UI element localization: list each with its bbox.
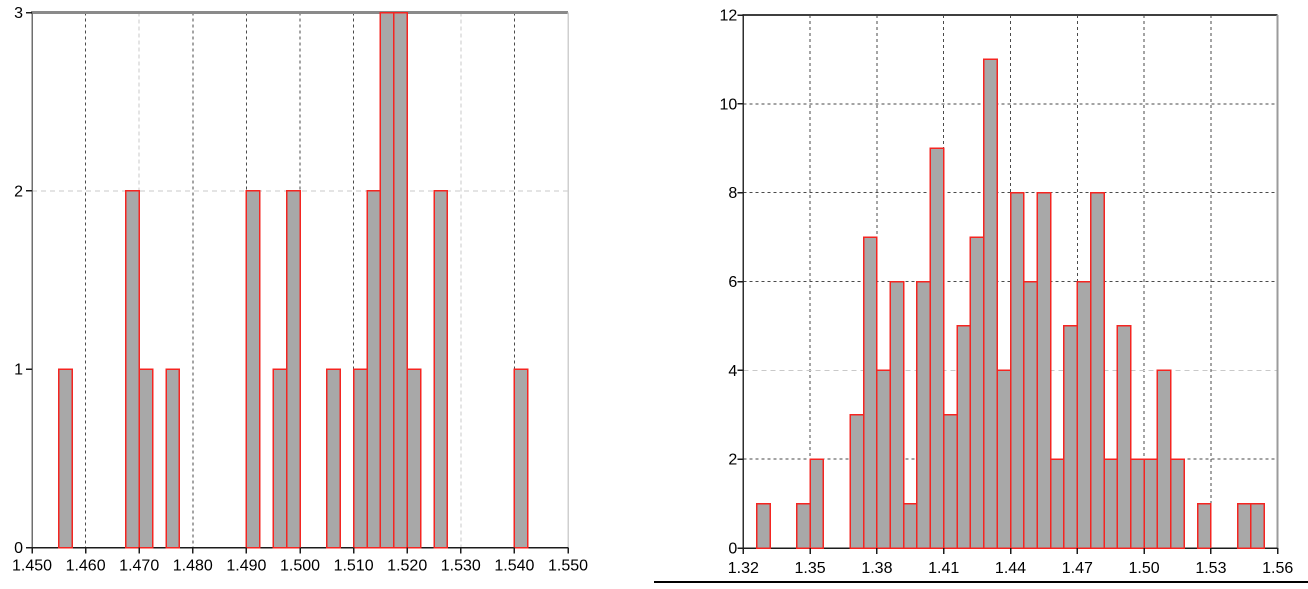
x-tick-label: 1.41 (928, 560, 959, 577)
histogram-bar (1076, 280, 1092, 549)
histogram-bar (996, 369, 1012, 549)
histogram-bar (245, 190, 261, 549)
x-tick-label: 1.47 (1062, 560, 1093, 577)
x-tick-label: 1.56 (1262, 560, 1293, 577)
histogram-bar (1103, 458, 1119, 549)
x-tick-label: 1.460 (66, 558, 106, 575)
histogram-bar (1036, 191, 1052, 549)
histogram-bar (366, 190, 382, 549)
histogram-bar (352, 368, 368, 549)
y-tick-label: 0 (14, 540, 23, 557)
histogram-bar (809, 458, 825, 549)
y-tick-label: 6 (728, 274, 737, 291)
x-tick-label: 1.490 (226, 558, 266, 575)
histogram-bar (929, 147, 945, 549)
x-tick-label: 1.500 (280, 558, 320, 575)
histogram-bar (916, 280, 932, 549)
histogram-bar (862, 236, 878, 549)
x-tick-label: 1.32 (728, 560, 759, 577)
histogram-bar (326, 368, 341, 549)
histogram-bar (1129, 458, 1145, 549)
histogram-bar (1089, 191, 1105, 549)
y-tick-label: 2 (14, 183, 23, 200)
y-tick-label: 4 (728, 363, 737, 380)
histogram-bar (983, 58, 998, 549)
histogram-bar (138, 368, 154, 549)
x-tick-label: 1.540 (494, 558, 534, 575)
y-tick-label: 2 (728, 452, 737, 469)
y-tick-label: 0 (728, 541, 737, 558)
x-tick-label: 1.38 (861, 560, 892, 577)
x-tick-label: 1.470 (119, 558, 159, 575)
left-histogram-bars (58, 11, 529, 549)
right-histogram-plot-area[interactable]: 1.32 1.35 1.38 1.41 1.44 1.47 1.50 1.53 1.56 0 2 4 6… (720, 8, 1294, 578)
histogram-bar (1156, 369, 1172, 549)
histogram-bar (1023, 280, 1038, 549)
y-tick-label: 8 (728, 185, 737, 202)
y-tick-label: 10 (720, 96, 738, 113)
histogram-bar (876, 369, 892, 549)
histogram-bar (1143, 458, 1159, 549)
histogram-bar (513, 368, 529, 549)
x-tick-label: 1.530 (441, 558, 481, 575)
histogram-bar (1250, 502, 1266, 549)
histogram-bar (125, 190, 140, 549)
histogram-bar (902, 502, 918, 549)
histogram-bar (849, 414, 865, 549)
histogram-bar (1049, 458, 1065, 549)
histogram-bar (58, 368, 73, 549)
histogram-bar (1170, 458, 1185, 549)
x-tick-label: 1.450 (12, 558, 52, 575)
y-tick-label: 12 (720, 8, 738, 25)
histogram-bar (1196, 502, 1212, 549)
x-tick-label: 1.550 (548, 558, 588, 575)
histogram-bar (165, 368, 181, 549)
histogram-bar (1009, 191, 1025, 549)
histogram-bar (956, 325, 972, 549)
histogram-bar (1236, 502, 1252, 549)
x-tick-label: 1.480 (173, 558, 213, 575)
x-tick-label: 1.53 (1195, 560, 1226, 577)
histogram-bar (969, 236, 985, 549)
x-tick-label: 1.510 (334, 558, 374, 575)
y-tick-label: 1 (14, 362, 23, 379)
histogram-bar (285, 190, 301, 549)
histogram-bar (942, 414, 958, 549)
histogram-bar (393, 11, 408, 549)
histogram-bar (755, 502, 771, 549)
x-tick-label: 1.50 (1129, 560, 1160, 577)
histogram-bar (1116, 325, 1132, 549)
x-tick-label: 1.520 (387, 558, 427, 575)
left-histogram-plot-area[interactable]: 1.450 1.460 1.470 1.480 1.490 1.500 1.510 1.520… (12, 5, 588, 575)
histogram-bar (433, 190, 449, 549)
right-histogram-bars (755, 58, 1266, 549)
histogram-bar (272, 368, 288, 549)
y-tick-label: 3 (14, 5, 23, 22)
histogram-bar (889, 280, 905, 549)
histogram-bar (1063, 325, 1079, 549)
histogram-bar (406, 368, 422, 549)
x-tick-label: 1.44 (995, 560, 1026, 577)
x-tick-label: 1.35 (795, 560, 826, 577)
histogram-bar (795, 502, 811, 549)
histogram-bar (379, 11, 395, 549)
